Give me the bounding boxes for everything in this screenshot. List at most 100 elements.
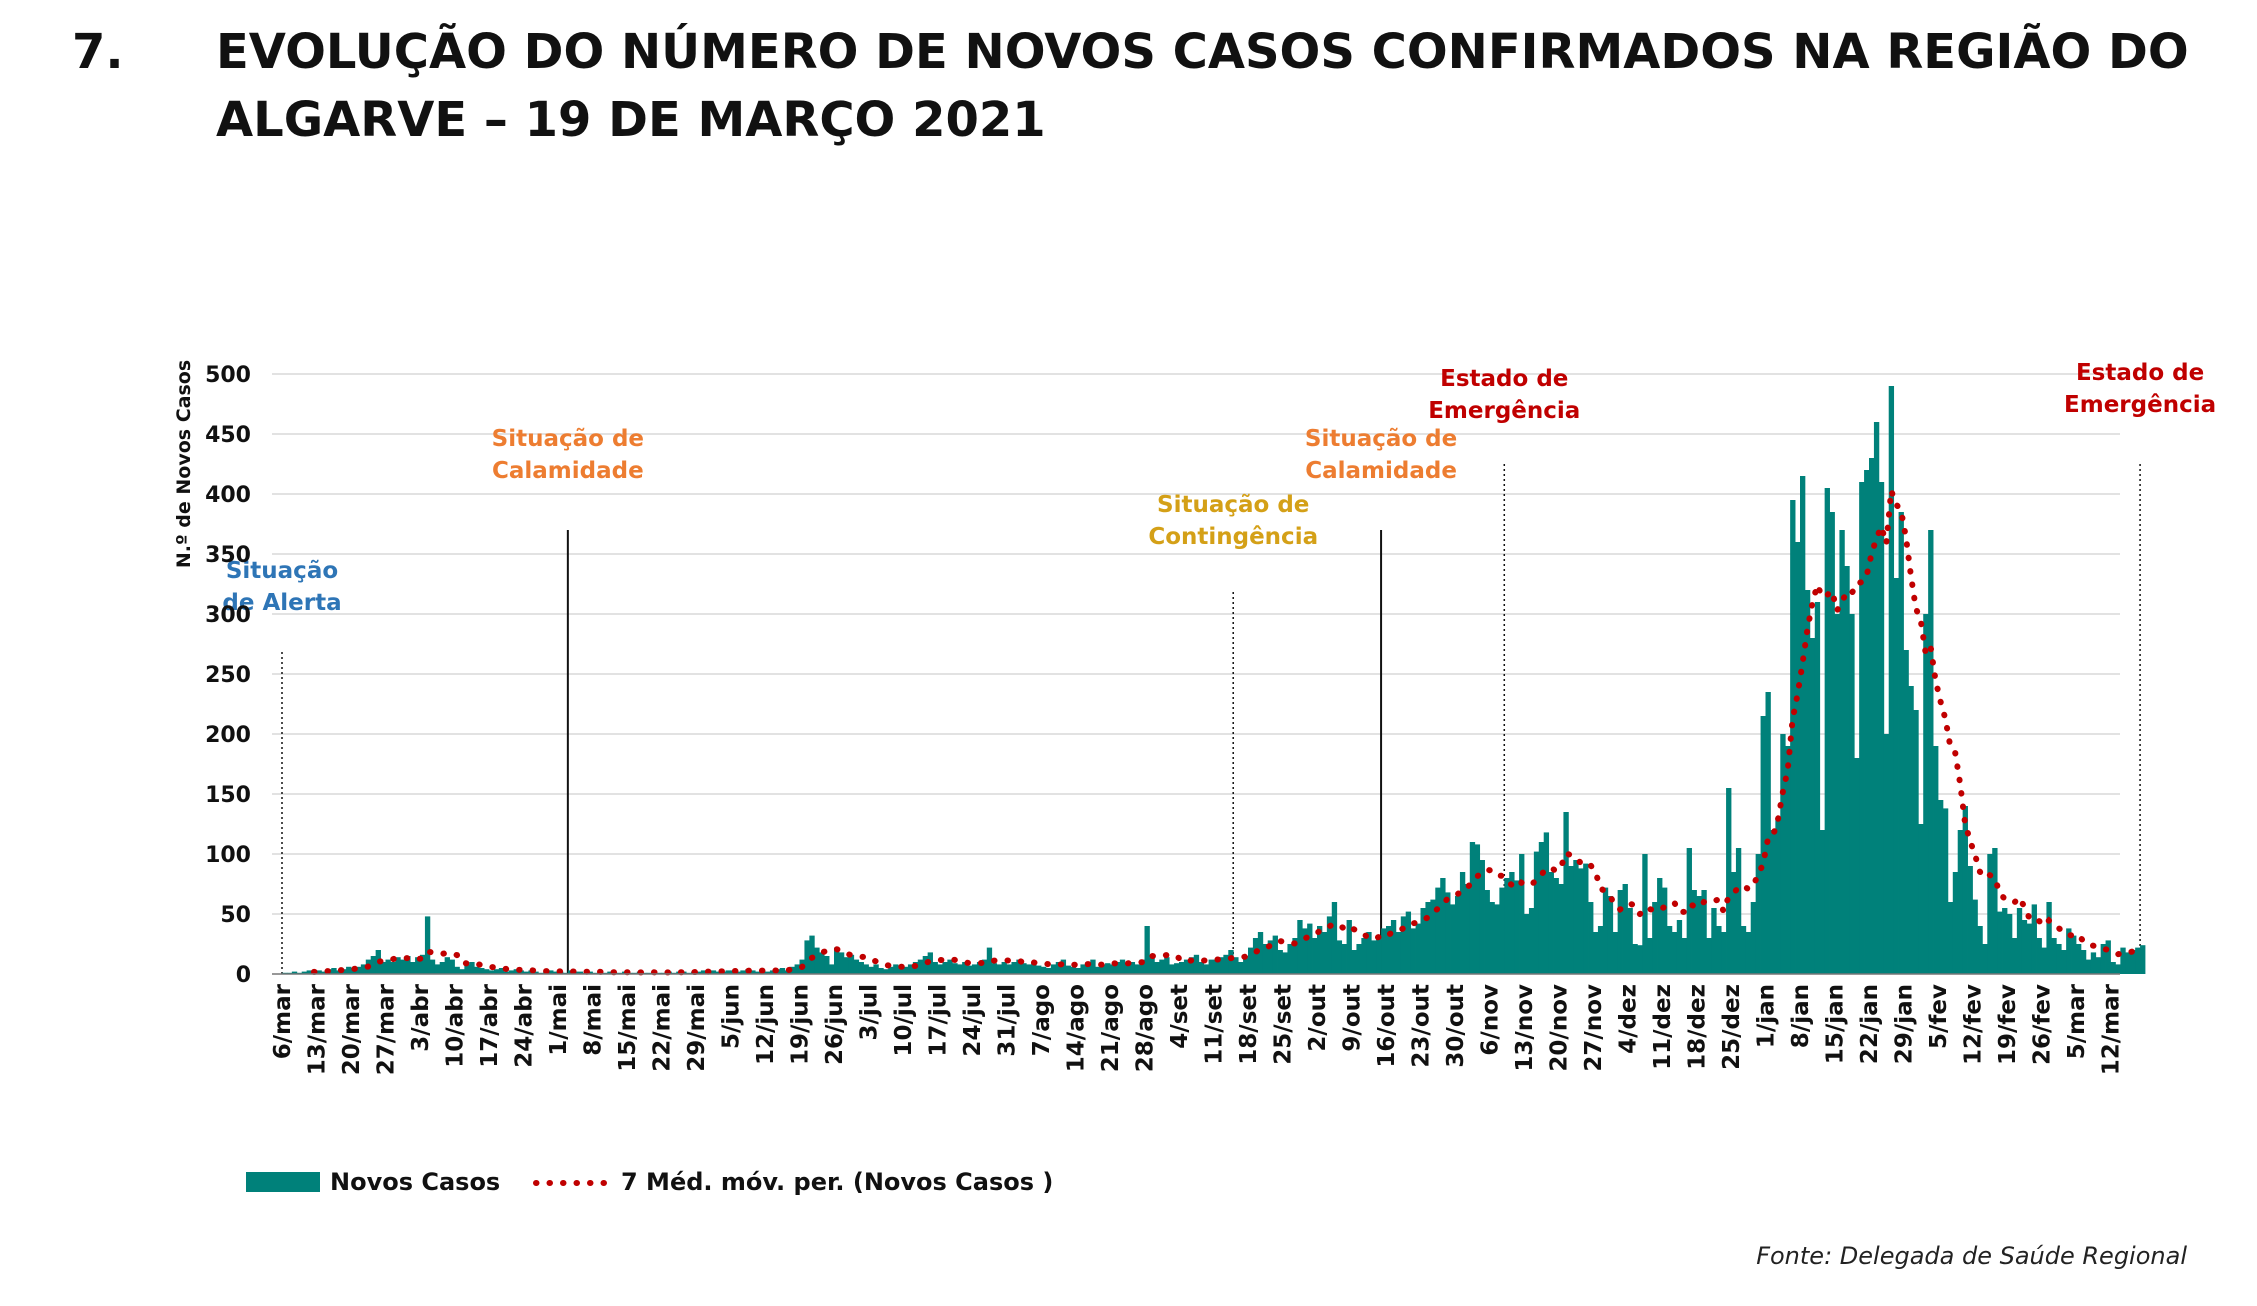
bar-novos-casos <box>976 962 983 974</box>
bar-novos-casos <box>1371 940 1377 974</box>
bar-novos-casos <box>1252 938 1259 974</box>
bar-novos-casos <box>2140 945 2146 974</box>
legend-label-novos-casos: Novos Casos <box>330 1168 500 1196</box>
bar-novos-casos <box>1119 959 1126 974</box>
bar-novos-casos <box>1785 746 1791 974</box>
bar-novos-casos <box>459 969 465 974</box>
bar-novos-casos <box>1701 890 1707 974</box>
bar-novos-casos <box>922 956 929 974</box>
x-tick-label: 7/ago <box>1029 984 1055 1056</box>
bar-novos-casos <box>1474 844 1481 974</box>
bar-novos-casos <box>1085 962 1091 974</box>
bar-novos-casos <box>1425 902 1431 974</box>
bar-novos-casos <box>1849 614 1855 974</box>
bar-novos-casos <box>474 966 480 974</box>
bar-novos-casos <box>2041 947 2047 974</box>
bar-novos-casos <box>937 964 943 974</box>
x-tick-label: 5/jun <box>719 984 745 1049</box>
bar-novos-casos <box>420 954 426 974</box>
x-tick-label: 11/set <box>1202 984 1228 1065</box>
bar-novos-casos <box>1070 966 1076 974</box>
bar-novos-casos <box>1257 932 1264 974</box>
bar-series <box>282 386 2146 974</box>
bar-novos-casos <box>1859 482 1865 974</box>
bar-novos-casos <box>1183 959 1190 974</box>
bar-novos-casos <box>1267 940 1274 974</box>
annotation-label: Emergência <box>1428 398 1580 424</box>
bar-novos-casos <box>291 971 298 974</box>
bar-novos-casos <box>1243 956 1249 974</box>
bar-novos-casos <box>1114 962 1121 974</box>
bar-novos-casos <box>1804 590 1811 974</box>
bar-novos-casos <box>1464 884 1471 974</box>
bar-novos-casos <box>1430 899 1436 974</box>
bar-novos-casos <box>1188 957 1195 974</box>
annotation-label: Situação de <box>492 426 644 452</box>
bar-novos-casos <box>1795 542 1801 974</box>
moving-average-line <box>311 489 2146 976</box>
bar-novos-casos <box>1583 863 1589 974</box>
bar-novos-casos <box>1878 482 1885 974</box>
x-tick-label: 24/jul <box>960 984 986 1057</box>
bar-novos-casos <box>2011 938 2018 974</box>
bar-novos-casos <box>1538 842 1545 974</box>
bar-novos-casos <box>1711 908 1717 974</box>
bar-novos-casos <box>696 971 702 974</box>
bar-novos-casos <box>1938 800 1944 974</box>
bar-novos-casos <box>1824 488 1830 974</box>
bar-novos-casos <box>1001 962 1007 974</box>
bar-novos-casos <box>942 962 948 974</box>
x-tick-label: 22/jan <box>1857 984 1883 1064</box>
bar-novos-casos <box>903 966 909 974</box>
x-tick-label: 23/out <box>1409 984 1435 1068</box>
bar-novos-casos <box>1277 950 1283 974</box>
x-tick-label: 29/jan <box>1892 984 1918 1064</box>
bar-novos-casos <box>1307 923 1313 974</box>
bar-novos-casos <box>947 959 953 974</box>
bar-novos-casos <box>2056 944 2062 974</box>
bar-novos-casos <box>1721 932 1727 974</box>
bar-novos-casos <box>1573 860 1579 974</box>
bar-novos-casos <box>1164 957 1170 974</box>
x-tick-label: 9/out <box>1340 984 1366 1052</box>
bar-novos-casos <box>469 962 475 974</box>
bar-novos-casos <box>1292 938 1298 974</box>
bar-novos-casos <box>1568 866 1574 974</box>
bar-novos-casos <box>1484 890 1490 974</box>
bar-novos-casos <box>1036 965 1042 974</box>
bar-novos-casos <box>1775 818 1781 974</box>
bar-novos-casos <box>1726 788 1732 974</box>
bar-novos-casos <box>1918 824 1924 974</box>
bar-novos-casos <box>710 970 717 974</box>
bar-novos-casos <box>449 959 455 974</box>
bar-novos-casos <box>489 970 495 974</box>
bar-novos-casos <box>346 966 352 974</box>
bar-novos-casos <box>917 959 924 974</box>
bar-novos-casos <box>1346 920 1352 974</box>
bar-novos-casos <box>1612 932 1619 974</box>
bar-novos-casos <box>2100 944 2106 974</box>
bar-novos-casos <box>424 916 431 974</box>
bar-novos-casos <box>1854 758 1860 974</box>
bar-novos-casos <box>1898 512 1904 974</box>
bar-novos-casos <box>523 971 529 974</box>
x-tick-label: 12/jun <box>753 984 779 1065</box>
bar-novos-casos <box>2031 904 2037 974</box>
bar-novos-casos <box>1800 476 1806 974</box>
bar-novos-casos <box>1543 832 1550 974</box>
bar-novos-casos <box>1814 602 1821 974</box>
bar-novos-casos <box>533 971 539 974</box>
bar-novos-casos <box>2046 902 2052 974</box>
x-tick-label: 8/jan <box>1788 984 1814 1048</box>
bar-novos-casos <box>700 970 707 974</box>
annotation-label: Calamidade <box>1305 458 1457 484</box>
bar-novos-casos <box>2135 947 2141 974</box>
bar-novos-casos <box>1627 908 1633 974</box>
bar-novos-casos <box>321 971 327 974</box>
heading-number: 7. <box>72 24 124 80</box>
bar-novos-casos <box>1637 945 1643 974</box>
x-tick-label: 19/fev <box>1995 984 2021 1065</box>
bar-novos-casos <box>1558 884 1564 974</box>
bar-novos-casos <box>1617 890 1623 974</box>
bar-novos-casos <box>1997 911 2003 974</box>
